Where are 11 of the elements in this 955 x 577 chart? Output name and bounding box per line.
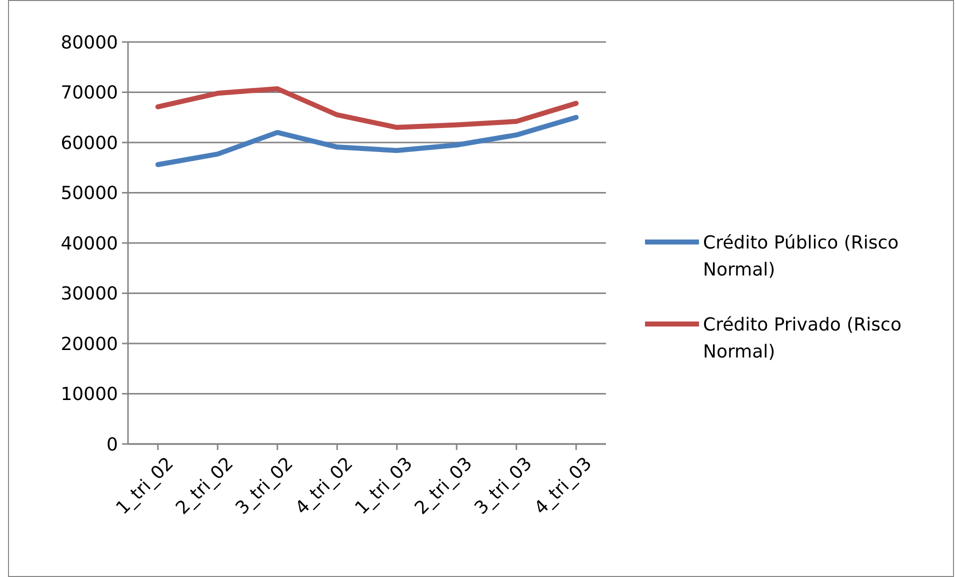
y-tick-label: 20000	[60, 334, 118, 355]
y-tick-label: 50000	[60, 183, 118, 204]
y-tick-label: 40000	[60, 233, 118, 254]
y-tick-label: 30000	[60, 284, 118, 305]
y-tick-label: 80000	[60, 32, 118, 54]
y-tick-label: 70000	[60, 82, 118, 104]
y-tick-label: 0	[106, 434, 118, 456]
y-tick-label: 60000	[60, 132, 118, 154]
legend-label: Crédito Público (Risco Normal)	[703, 232, 899, 280]
y-tick-label: 10000	[60, 384, 118, 406]
legend-label: Crédito Privado (Risco Normal)	[703, 314, 902, 362]
